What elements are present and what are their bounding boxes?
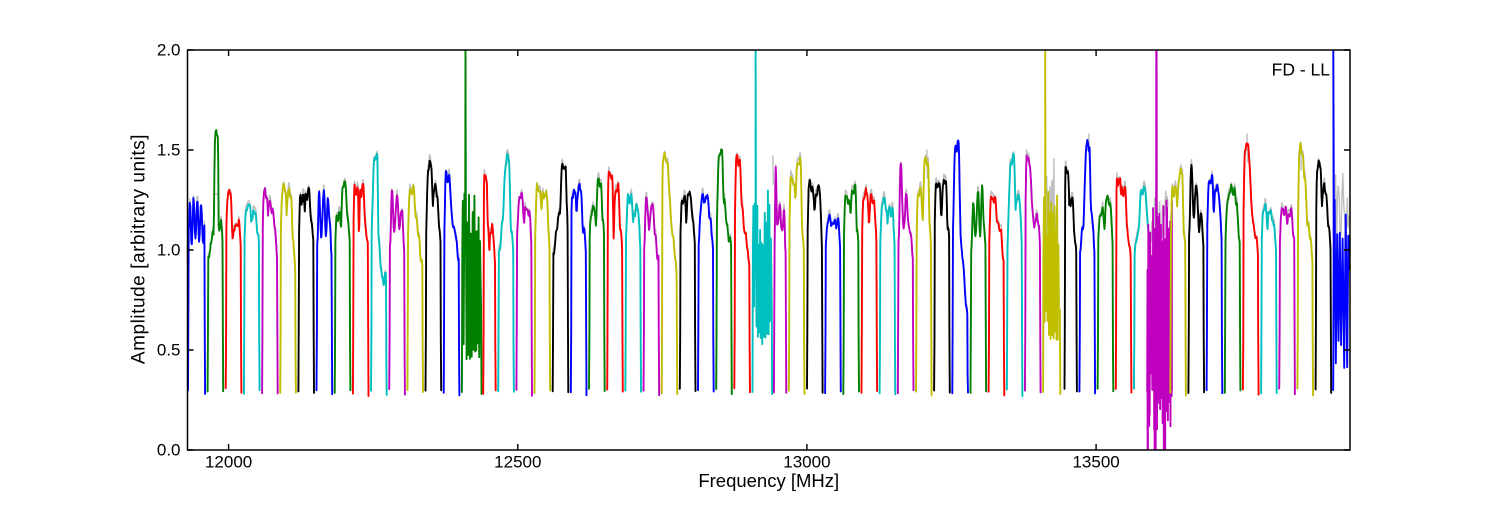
svg-text:12000: 12000 [205, 453, 252, 472]
svg-text:12500: 12500 [494, 453, 541, 472]
svg-text:2.0: 2.0 [157, 41, 181, 60]
svg-text:13000: 13000 [783, 453, 830, 472]
svg-text:0.5: 0.5 [157, 341, 181, 360]
svg-text:0.0: 0.0 [157, 441, 181, 460]
svg-text:13500: 13500 [1072, 453, 1119, 472]
svg-text:1.0: 1.0 [157, 241, 181, 260]
svg-text:1.5: 1.5 [157, 141, 181, 160]
svg-text:Frequency [MHz]: Frequency [MHz] [698, 470, 839, 491]
svg-text:Amplitude [arbitrary units]: Amplitude [arbitrary units] [129, 134, 150, 364]
svg-text:FD - LL: FD - LL [1272, 60, 1331, 80]
